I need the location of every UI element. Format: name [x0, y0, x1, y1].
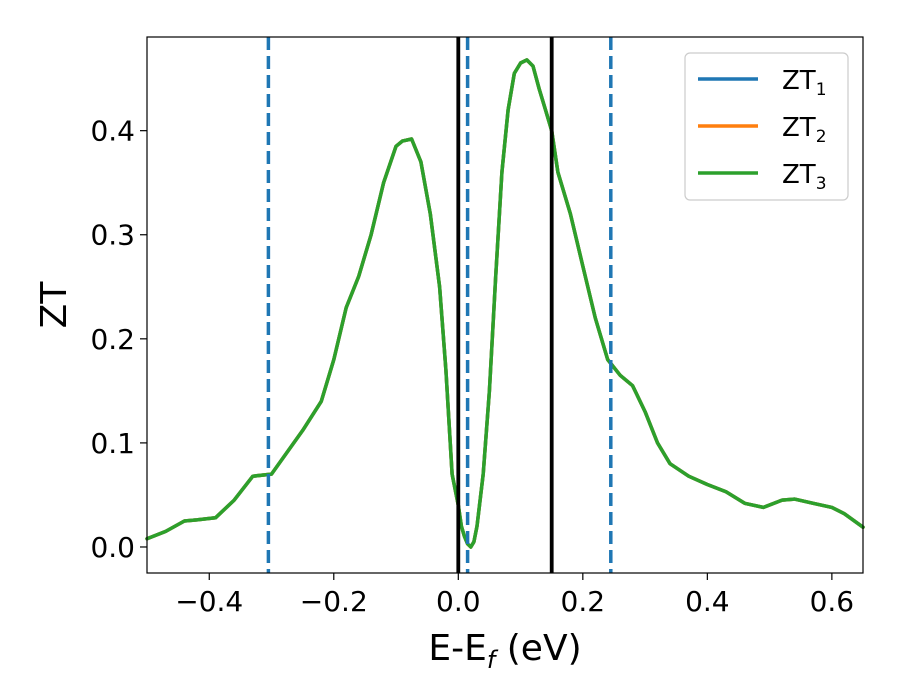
x-tick-label: −0.4 [175, 585, 243, 618]
y-axis-label: ZT [34, 281, 75, 329]
x-axis-label: E-Ef (eV) [428, 628, 581, 674]
x-tick-label: 0.2 [561, 585, 606, 618]
x-tick-label: −0.2 [300, 585, 368, 618]
x-tick-label: 0.6 [810, 585, 855, 618]
legend-frame [684, 52, 849, 201]
series-line-3 [145, 58, 865, 549]
y-tick-label: 0.3 [90, 219, 135, 252]
y-tick-label: 0.0 [90, 531, 135, 564]
y-tick-label: 0.2 [90, 323, 135, 356]
legend: ZT1 ZT2 ZT3 [684, 52, 849, 201]
legend-label-2: ZT2 [782, 113, 827, 147]
x-axis-label-suffix: (eV) [495, 628, 581, 669]
y-axis: 0.0 0.1 0.2 0.3 0.4 [90, 115, 147, 564]
y-tick-label: 0.1 [90, 427, 135, 460]
legend-label-1: ZT1 [782, 66, 827, 100]
plot-area-frame [146, 36, 864, 574]
vline-layer [266, 37, 613, 573]
y-tick-label: 0.4 [90, 115, 135, 148]
x-axis-label-main: E-E [428, 628, 486, 669]
series-layer [145, 58, 865, 549]
x-tick-label: 0.4 [685, 585, 730, 618]
x-tick-label: 0.0 [436, 585, 481, 618]
x-axis: −0.4 −0.2 0.0 0.2 0.4 0.6 [175, 573, 854, 618]
legend-items: ZT1 ZT2 ZT3 [698, 66, 827, 194]
legend-label-3: ZT3 [782, 160, 827, 194]
